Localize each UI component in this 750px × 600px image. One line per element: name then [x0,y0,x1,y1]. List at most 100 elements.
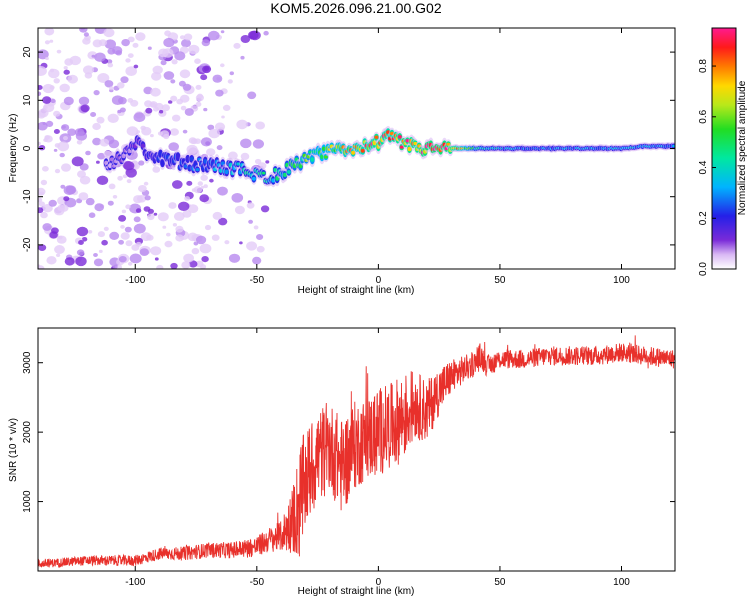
snr-series-line [38,335,675,569]
noise-blob [147,46,152,50]
x-tick-label: 50 [494,275,506,286]
x-tick-label: 100 [613,577,630,588]
noise-blob [208,128,220,139]
noise-blob [135,208,142,213]
ridge-core [251,176,256,181]
ridge-core [160,160,165,166]
noise-blob [144,195,151,201]
noise-blob [217,186,228,196]
y-tick-label: 0 [22,145,33,151]
noise-blob [106,59,113,64]
noise-blob [38,197,43,203]
noise-blob [88,212,96,218]
noise-blob [109,86,114,91]
noise-blob [93,90,100,96]
noise-blob [107,113,119,124]
colorbar-tick-label: 0.2 [698,211,709,225]
noise-blob [200,174,208,181]
noise-blob [125,240,133,247]
noise-blob [87,230,93,234]
x-tick-label: 50 [494,577,506,588]
noise-blob [83,32,89,37]
noise-blob [178,201,190,211]
noise-blob [79,28,88,33]
noise-blob [56,49,62,54]
noise-blob [44,28,55,36]
spectrogram-marks [38,28,675,269]
noise-blob [172,114,181,122]
noise-blob [48,199,57,207]
noise-blob [137,195,147,203]
noise-blob [44,40,50,45]
noise-blob [112,264,118,269]
noise-blob [117,175,123,181]
colorbar-label: Normalized spectral amplitude [737,80,748,215]
noise-blob [172,180,183,189]
colorbar-tick-label: 0.4 [698,160,709,174]
noise-blob [42,96,52,104]
noise-blob [170,79,176,84]
noise-blob [42,166,49,172]
snr-frame [37,327,676,572]
noise-blob [61,163,71,172]
noise-blob [151,71,162,81]
noise-blob [49,39,54,43]
noise-blob [146,234,154,241]
noise-blob [182,129,188,134]
noise-blob [59,204,69,212]
noise-blob [168,142,179,152]
noise-blob [160,60,167,66]
y-tick-label: 2000 [22,421,33,444]
noise-blob [199,243,212,254]
noise-blob [38,244,47,252]
noise-blob [103,28,115,38]
noise-blob [63,66,68,70]
noise-blob [97,152,106,160]
noise-blob [124,226,132,233]
ridge-core [397,135,402,139]
noise-blob [63,96,74,106]
x-tick-label: 0 [376,577,382,588]
noise-blob [133,112,146,123]
noise-blob [38,141,41,146]
noise-blob [214,122,226,131]
ridge-core [323,155,328,159]
noise-blob [38,91,42,97]
noise-blob [175,234,184,242]
noise-blob [103,226,109,231]
noise-blob [135,241,142,247]
noise-blob [203,107,208,112]
noise-blob [65,185,77,195]
noise-blob [252,256,262,265]
noise-blob [129,253,142,264]
noise-blob [253,225,259,230]
snr-x-ticks: -100 -50 0 50 100 [125,328,630,588]
spectrogram-y-ticks: -20 -10 0 10 20 [22,46,675,252]
noise-blob [240,35,251,43]
spectrogram-y-axis-label: Frequency (Hz) [8,114,19,183]
noise-blob [252,139,264,149]
ridge-core [286,170,291,174]
noise-blob [163,71,175,80]
noise-blob [120,232,130,240]
noise-blob [236,119,248,130]
noise-blob [188,44,200,55]
noise-blob [159,109,164,114]
noise-blob [195,101,202,107]
noise-blob [49,85,55,90]
noise-blob [112,46,123,55]
noise-blob [220,63,225,68]
noise-blob [196,235,207,245]
noise-blob [161,104,170,112]
noise-blob [98,249,103,253]
noise-blob [166,232,171,237]
noise-blob [263,30,269,36]
noise-blob [248,30,259,40]
noise-blob [172,223,177,227]
noise-blob [181,261,191,269]
noise-blob [54,143,61,148]
noise-blob [154,257,159,261]
x-tick-label: -100 [125,275,145,286]
